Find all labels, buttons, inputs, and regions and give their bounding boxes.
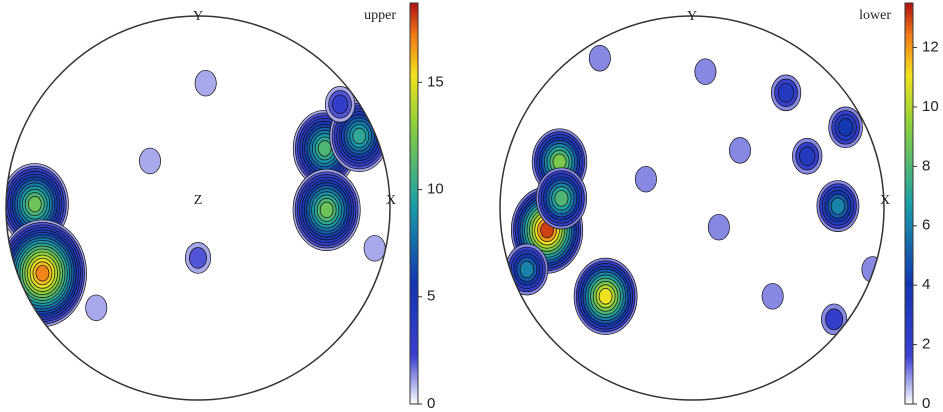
density-peak [194, 69, 217, 97]
contour-level [554, 190, 569, 207]
contour-level [317, 140, 332, 157]
contour-level [352, 127, 367, 145]
contour-level [363, 235, 386, 262]
density-peak [729, 137, 751, 164]
density-peak [792, 137, 823, 175]
sphere-boundary [5, 15, 391, 401]
contour-level [519, 260, 535, 279]
contour-level [35, 265, 50, 282]
density-peak [139, 147, 161, 175]
density-peak [505, 243, 549, 296]
contour-level [729, 137, 751, 164]
sphere-boundary [499, 15, 885, 401]
contour-level [634, 165, 657, 193]
density-peak [816, 180, 860, 232]
density-peak [770, 74, 802, 112]
contour-level [861, 256, 884, 283]
contour-level [825, 308, 844, 331]
colorbar-tick-label: 2 [922, 336, 930, 353]
contour-level [830, 197, 846, 215]
north-label: Y [687, 9, 697, 24]
center-label: Z [194, 193, 203, 208]
colorbar-tick-label: 8 [922, 157, 930, 174]
density-peak [821, 303, 848, 336]
contour-level [331, 94, 349, 115]
density-peak [634, 165, 657, 193]
density-peak [535, 167, 588, 230]
contour-level [85, 294, 108, 322]
density-peak [573, 257, 638, 335]
north-label: Y [193, 9, 203, 24]
density [505, 45, 884, 336]
density-peak [588, 45, 611, 72]
east-label: X [880, 193, 890, 208]
contour-level [27, 195, 42, 213]
colorbar [409, 2, 419, 405]
density-peak [184, 242, 212, 274]
density-peak [324, 86, 356, 123]
contour-level [837, 118, 854, 137]
contour-level [552, 153, 567, 171]
hemisphere-title: lower [859, 8, 891, 23]
colorbar-tick-label: 4 [922, 276, 930, 293]
contour-level [799, 146, 816, 166]
colorbar-tick-label: 0 [427, 395, 435, 412]
contour-level [319, 201, 334, 219]
density-peak [861, 256, 884, 283]
colorbar-tick-label: 12 [922, 39, 939, 56]
density-peak [707, 213, 730, 241]
colorbar [904, 2, 914, 405]
density-peak [694, 58, 717, 85]
contour-level [777, 83, 795, 103]
colorbar-tick-label: 15 [427, 73, 444, 90]
contour-level [598, 288, 613, 305]
contour-level [761, 283, 784, 310]
density-peak [6, 219, 87, 327]
colorbar-tick-label: 6 [922, 217, 930, 234]
contour-level [588, 45, 611, 72]
contour-level [194, 69, 217, 97]
density-peak [828, 106, 863, 149]
contour-level [139, 147, 161, 175]
colorbar-tick-label: 0 [922, 395, 930, 412]
colorbar-tick-label: 10 [922, 98, 939, 115]
contour-level [694, 58, 717, 85]
density-peak [292, 168, 361, 251]
hemisphere-title: upper [364, 8, 396, 23]
east-label: X [386, 193, 396, 208]
contour-level [707, 213, 730, 241]
density-peak [363, 235, 386, 262]
density-peak [85, 294, 108, 322]
colorbar-tick-label: 5 [427, 288, 435, 305]
colorbar-tick-label: 10 [427, 181, 444, 198]
density-peak [761, 283, 784, 310]
contour-level [189, 247, 207, 269]
